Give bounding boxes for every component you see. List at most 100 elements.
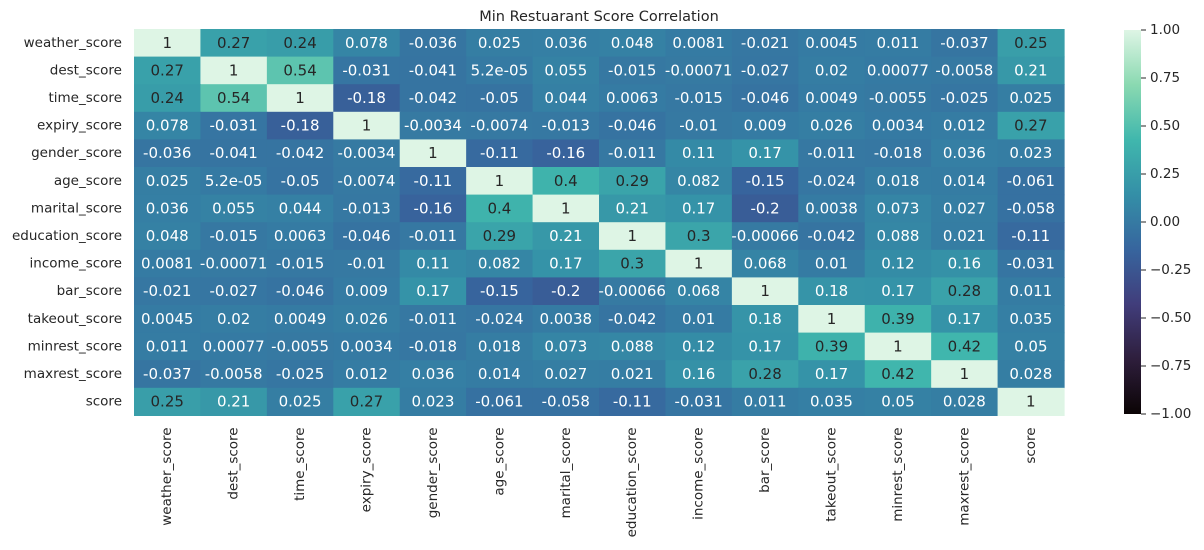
x-tick-label: dest_score (226, 427, 242, 499)
heatmap-cell (997, 249, 1065, 278)
cell-value-label: 0.17 (748, 144, 781, 162)
cell-value-label: 0.0038 (540, 310, 593, 328)
heatmap-cell (333, 360, 401, 389)
heatmap-cell (997, 194, 1065, 223)
cell-value-label: 0.0063 (274, 227, 327, 245)
heatmap-cell (665, 29, 733, 58)
cell-value-label: 0.027 (943, 199, 986, 217)
heatmap-cell (731, 249, 799, 278)
heatmap-cell (266, 277, 334, 306)
heatmap-cell (665, 139, 733, 168)
heatmap-cell (466, 167, 534, 196)
cell-value-label: -0.037 (940, 34, 988, 52)
heatmap-cell (931, 332, 999, 361)
heatmap-cell (200, 277, 268, 306)
cell-value-label: 0.035 (810, 393, 853, 411)
cell-value-label: -0.01 (347, 255, 386, 273)
cell-value-label: 0.28 (748, 365, 781, 383)
cell-value-label: 1 (561, 199, 571, 217)
cell-value-label: -0.018 (874, 144, 922, 162)
heatmap-cell (731, 29, 799, 58)
cell-value-label: 0.011 (876, 34, 919, 52)
heatmap-cell (134, 305, 202, 334)
heatmap-cell (665, 222, 733, 251)
heatmap-cell (266, 111, 334, 140)
cell-value-label: -0.0074 (338, 172, 396, 190)
heatmap-cell-labels: 1 0.27 0.24 0.078 -0.036 0.025 0.036 0.048 0.008… (141, 34, 1055, 411)
cell-value-label: 0.044 (544, 89, 587, 107)
heatmap-cell (466, 139, 534, 168)
heatmap-cell (532, 360, 600, 389)
cell-value-label: -0.011 (807, 144, 855, 162)
cell-value-label: 0.028 (1009, 365, 1052, 383)
y-tick-label: weather_score (24, 35, 122, 51)
cell-value-label: -0.011 (608, 144, 656, 162)
cell-value-label: 0.073 (876, 199, 919, 217)
cell-value-label: 0.25 (1014, 34, 1047, 52)
cell-value-label: -0.037 (143, 365, 191, 383)
heatmap-cell (599, 360, 667, 389)
cell-value-label: -0.013 (542, 117, 590, 135)
heatmap-cell (532, 139, 600, 168)
cell-value-label: -0.042 (276, 144, 324, 162)
heatmap-cell (333, 249, 401, 278)
cell-value-label: 0.05 (881, 393, 914, 411)
heatmap-cell (333, 387, 401, 416)
heatmap-cell (134, 84, 202, 113)
cell-value-label: -0.018 (409, 337, 457, 355)
cell-value-label: -0.15 (746, 172, 785, 190)
x-tick-label: bar_score (757, 427, 773, 492)
cell-value-label: 0.021 (611, 365, 654, 383)
heatmap-cell (599, 249, 667, 278)
heatmap-cells (134, 29, 1065, 416)
heatmap-cell (399, 111, 467, 140)
cell-value-label: -0.2 (551, 282, 580, 300)
heatmap-cell (997, 167, 1065, 196)
cell-value-label: 0.009 (345, 282, 388, 300)
heatmap-cell (864, 222, 932, 251)
cell-value-label: -0.041 (209, 144, 257, 162)
heatmap-cell (864, 84, 932, 113)
cell-value-label: -0.061 (1007, 172, 1055, 190)
heatmap-cell (931, 222, 999, 251)
cell-value-label: -0.046 (342, 227, 390, 245)
heatmap-cell (399, 332, 467, 361)
cell-value-label: 1 (893, 337, 903, 355)
heatmap-cell (532, 29, 600, 58)
cell-value-label: 0.12 (682, 337, 715, 355)
heatmap-cell (931, 111, 999, 140)
cell-value-label: -0.11 (414, 172, 453, 190)
cell-value-label: 0.21 (616, 199, 649, 217)
heatmap-cell (266, 29, 334, 58)
cell-value-label: 0.28 (948, 282, 981, 300)
heatmap-cell (997, 222, 1065, 251)
heatmap-cell (134, 29, 202, 58)
cell-value-label: -0.025 (940, 89, 988, 107)
heatmap-cell (532, 56, 600, 85)
heatmap-cell (200, 194, 268, 223)
heatmap-cell (599, 305, 667, 334)
cell-value-label: 0.54 (283, 61, 316, 79)
heatmap-cell (134, 139, 202, 168)
heatmap-cell (864, 56, 932, 85)
cell-value-label: -0.036 (143, 144, 191, 162)
y-tick-label: gender_score (31, 145, 122, 161)
heatmap-cell (997, 332, 1065, 361)
colorbar-tick-label: 0.75 (1150, 70, 1180, 86)
heatmap-cell (798, 360, 866, 389)
heatmap-cell (266, 139, 334, 168)
cell-value-label: -0.024 (475, 310, 523, 328)
cell-value-label: 0.088 (611, 337, 654, 355)
cell-value-label: 0.12 (881, 255, 914, 273)
cell-value-label: 0.21 (549, 227, 582, 245)
cell-value-label: 0.24 (283, 34, 316, 52)
y-tick-label: bar_score (57, 283, 122, 299)
heatmap-cell (864, 29, 932, 58)
heatmap-cell (997, 84, 1065, 113)
cell-value-label: -0.0058 (205, 365, 263, 383)
heatmap-cell (532, 84, 600, 113)
cell-value-label: -0.042 (608, 310, 656, 328)
cell-value-label: 0.18 (815, 282, 848, 300)
cell-value-label: 0.088 (876, 227, 919, 245)
cell-value-label: -0.18 (347, 89, 386, 107)
